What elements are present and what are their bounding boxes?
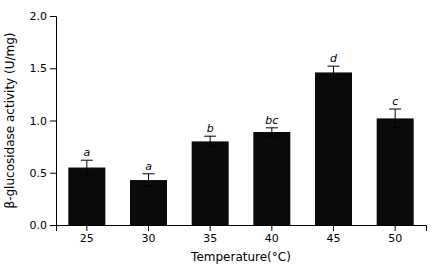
error-stem	[86, 160, 87, 175]
y-tick-label: 0.5	[30, 167, 48, 180]
error-stem	[333, 66, 334, 79]
x-tick-label: 30	[142, 232, 156, 245]
y-axis: 0.0 0.5 1.0 1.5 2.0	[30, 10, 57, 232]
y-tick-label: 2.0	[30, 10, 48, 23]
x-tick-mark	[395, 225, 396, 231]
annotation: bc	[265, 114, 278, 127]
y-tick-mark	[50, 225, 56, 226]
x-tick-label: 35	[203, 232, 217, 245]
y-tick: 0.5	[30, 167, 57, 180]
x-tick: 45	[327, 225, 341, 245]
error-cap	[81, 174, 93, 175]
x-tick-label: 40	[265, 232, 279, 245]
x-tick-mark	[86, 225, 87, 231]
y-tick-label: 1.0	[30, 115, 48, 128]
error-stem	[395, 109, 396, 128]
error-cap	[328, 78, 340, 79]
x-tick-mark	[148, 225, 149, 231]
x-tick-label: 50	[388, 232, 402, 245]
annotation: a	[145, 160, 152, 173]
error-bar	[328, 66, 340, 79]
y-tick-mark	[50, 68, 56, 69]
x-tick: 30	[142, 225, 156, 245]
annotation: d	[330, 52, 338, 65]
error-stem	[271, 128, 272, 136]
x-axis: 25 30 35 40 45 50	[57, 225, 427, 245]
error-cap	[328, 66, 340, 67]
annotation: c	[392, 95, 398, 108]
y-tick: 1.5	[30, 62, 57, 75]
plot: a a b bc d c 25 30 35 40 45 50 0.0 0.5 1.0 1.5 2.0	[30, 10, 427, 245]
annotations: a a b bc d c	[83, 52, 398, 173]
error-cap	[204, 146, 216, 147]
error-stem	[148, 174, 149, 187]
x-tick: 35	[203, 225, 217, 245]
error-bar	[143, 174, 155, 187]
bar	[68, 168, 105, 225]
y-axis-title: β-glucosidase activity (U/mg)	[3, 32, 17, 208]
y-tick-mark	[50, 16, 56, 17]
marks	[68, 66, 413, 225]
x-tick: 25	[80, 225, 94, 245]
y-tick: 0.0	[30, 219, 57, 232]
bar	[253, 132, 290, 225]
annotation: b	[207, 122, 214, 135]
error-cap	[143, 173, 155, 174]
y-tick-label: 1.5	[30, 62, 48, 75]
axis-line	[57, 226, 427, 232]
chart: a a b bc d c 25 30 35 40 45 50 0.0 0.5 1.0 1.5 2.0 Temper…	[0, 0, 438, 267]
y-tick-label: 0.0	[30, 219, 48, 232]
y-tick: 1.0	[30, 115, 57, 128]
error-bar	[389, 109, 401, 128]
bar	[130, 180, 167, 225]
error-cap	[143, 186, 155, 187]
y-tick-mark	[50, 121, 56, 122]
bar	[315, 72, 352, 225]
error-cap	[389, 109, 401, 110]
x-tick: 40	[265, 225, 279, 245]
error-cap	[389, 127, 401, 128]
x-axis-title: Temperature(°C)	[190, 250, 291, 264]
error-bar	[204, 136, 216, 146]
x-tick-mark	[271, 225, 272, 231]
error-cap	[266, 127, 278, 128]
x-tick-label: 25	[80, 232, 94, 245]
x-tick: 50	[388, 225, 402, 245]
annotation: a	[83, 146, 90, 159]
y-tick-mark	[50, 173, 56, 174]
x-tick-label: 45	[327, 232, 341, 245]
bar	[377, 118, 414, 225]
error-stem	[210, 136, 211, 146]
axis-line	[50, 17, 57, 226]
x-tick-mark	[333, 225, 334, 231]
error-cap	[204, 136, 216, 137]
bar	[192, 141, 229, 225]
error-bar	[81, 160, 93, 175]
x-tick-mark	[210, 225, 211, 231]
error-cap	[81, 160, 93, 161]
error-cap	[266, 136, 278, 137]
y-tick: 2.0	[30, 10, 57, 23]
error-bar	[266, 128, 278, 136]
